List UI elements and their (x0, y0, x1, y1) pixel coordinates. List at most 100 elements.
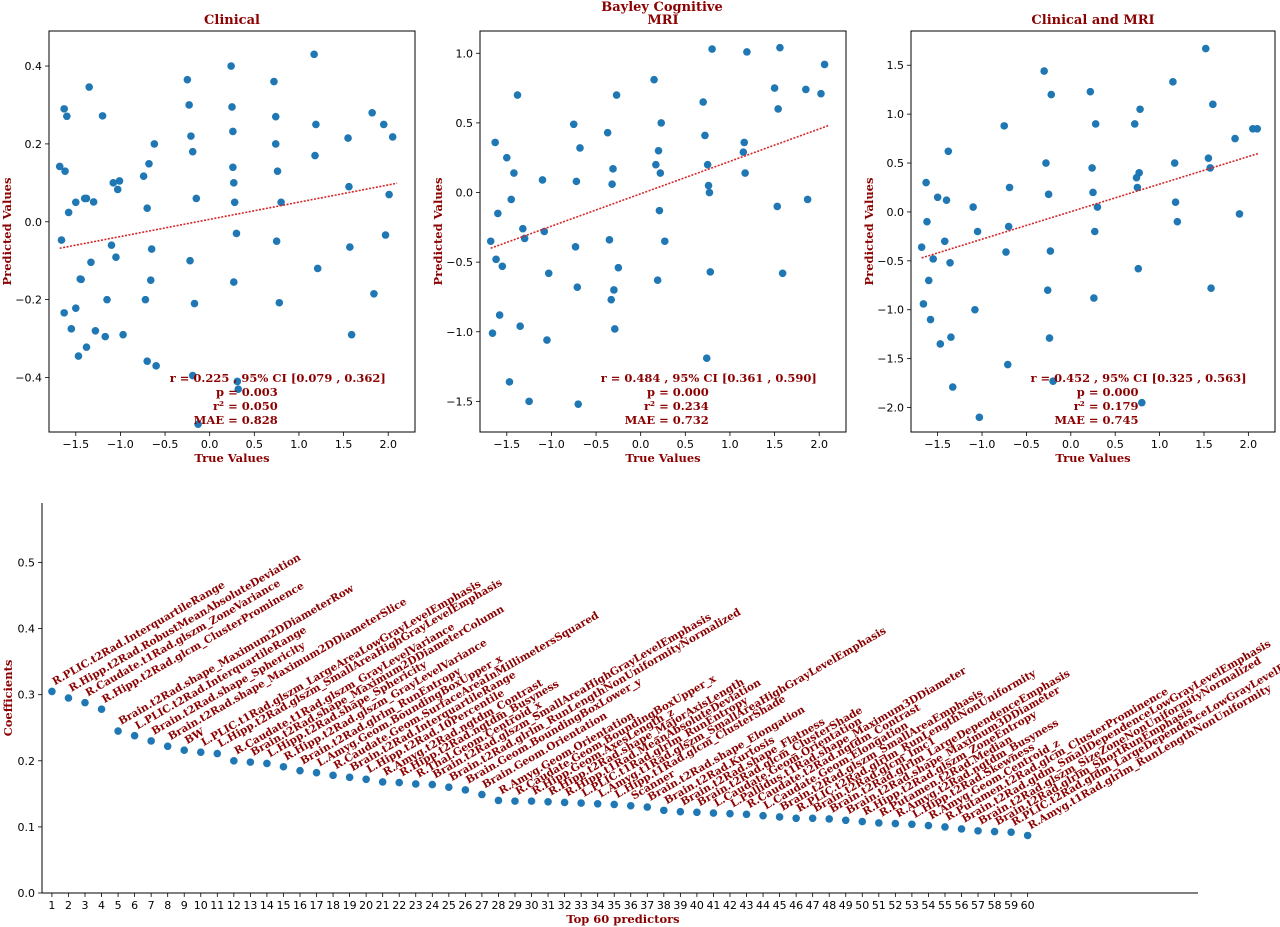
data-point (656, 169, 665, 177)
y-tick-label: 0.2 (18, 755, 36, 768)
data-point (699, 98, 707, 106)
coefficient-point (610, 800, 619, 809)
x-tick-label: 54 (921, 899, 935, 912)
y-tick-label: 0.5 (18, 556, 36, 569)
data-point (185, 101, 193, 109)
data-point (1253, 125, 1262, 133)
coefficient-point (279, 762, 288, 771)
x-tick-label: 10 (194, 899, 208, 912)
data-point (112, 253, 120, 261)
data-point (923, 217, 931, 226)
stat-p: p = 0.000 (647, 385, 709, 399)
data-point (1235, 210, 1244, 218)
data-point (1047, 90, 1056, 99)
data-point (312, 120, 320, 129)
stat-r: r = 0.225 , 95% CI [0.079 , 0.362] (170, 371, 386, 385)
coefficients-panel: 0.00.10.20.30.40.51 2 3 4 5 6 7 8 9 10 11 12 13 14 15 1… (1, 503, 1280, 926)
data-point (152, 362, 160, 370)
coefficient-point (163, 742, 172, 751)
data-point (739, 148, 748, 156)
data-point (313, 264, 322, 273)
y-tick-label: 0.3 (18, 689, 36, 702)
data-point (1231, 134, 1239, 143)
coefficient-point (395, 778, 404, 787)
data-point (652, 160, 660, 169)
x-tick-label: −1.5 (924, 438, 951, 451)
data-point (147, 245, 156, 253)
x-tick-label: 26 (458, 899, 472, 912)
data-point (488, 329, 497, 337)
data-point (704, 181, 713, 190)
coefficient-point (924, 821, 933, 830)
x-tick-label: 1.0 (290, 438, 308, 451)
data-point (705, 188, 714, 197)
coefficient-point (48, 687, 56, 696)
data-point (933, 193, 942, 202)
data-point (510, 169, 518, 177)
data-point (1133, 183, 1142, 192)
coefficient-point (875, 819, 883, 827)
coefficient-point (544, 797, 552, 806)
coefficient-point (64, 694, 73, 702)
regression-line (59, 182, 398, 250)
coefficient-point (445, 783, 453, 792)
data-point (820, 60, 829, 69)
x-tick-label: 32 (558, 899, 572, 912)
y-tick-label: 0.4 (18, 623, 36, 636)
data-point (74, 352, 83, 360)
x-tick-label: −0.5 (152, 438, 179, 451)
x-tick-label: 29 (508, 899, 522, 912)
coefficient-point (742, 810, 751, 819)
data-point (109, 179, 118, 187)
coefficient-point (726, 809, 734, 818)
stat-mae: MAE = 0.745 (1054, 413, 1138, 427)
y-tick-label: −1.0 (877, 304, 904, 317)
data-point (1201, 44, 1210, 53)
data-point (67, 325, 76, 333)
scatter-panel-mri: −1.5 −1.0 −0.5 0.0 0.5 1.0 1.5 2.0 −1.5 −1.0 −0.5 0… (431, 13, 847, 465)
x-tick-label: 48 (822, 899, 836, 912)
data-point (272, 237, 281, 246)
coefficient-point (626, 801, 635, 810)
x-tick-label: 51 (872, 899, 886, 912)
x-tick-label: 2.0 (379, 438, 397, 451)
data-point (194, 420, 202, 429)
x-tick-label: 39 (673, 899, 687, 912)
data-point (227, 62, 235, 70)
data-point (655, 206, 664, 215)
x-tick-label: −1.5 (62, 438, 89, 451)
coefficient-point (643, 803, 652, 811)
data-point (229, 179, 238, 187)
data-point (969, 203, 977, 211)
data-point (740, 138, 749, 147)
data-point (525, 397, 533, 406)
data-point (502, 153, 511, 162)
coefficient-point (478, 790, 486, 799)
x-tick-label: 18 (326, 899, 340, 912)
coefficient-point (411, 780, 420, 788)
y-tick-label: −0.4 (15, 371, 42, 384)
y-tick-label: 0.1 (18, 821, 36, 834)
x-tick-label: 3 (81, 899, 88, 912)
x-tick-label: 50 (855, 899, 869, 912)
data-point (609, 165, 617, 173)
plot-frame (910, 30, 1276, 433)
data-point (188, 371, 197, 380)
data-point (544, 269, 553, 278)
data-point (929, 255, 937, 263)
x-tick-label: 0.0 (632, 438, 650, 451)
coefficient-point (263, 759, 271, 768)
data-point (520, 234, 529, 243)
coefficient-point (560, 798, 569, 807)
data-point (139, 172, 148, 181)
y-tick-label: −2.0 (877, 402, 904, 415)
coefficient-point (130, 731, 139, 740)
x-tick-label: −1.0 (107, 438, 134, 451)
x-tick-label: 42 (723, 899, 737, 912)
data-point (770, 84, 779, 92)
x-tick-label: 16 (293, 899, 307, 912)
coefficient-point (841, 816, 850, 825)
stat-r: r = 0.484 , 95% CI [0.361 , 0.590] (601, 371, 817, 385)
data-point (60, 105, 68, 113)
